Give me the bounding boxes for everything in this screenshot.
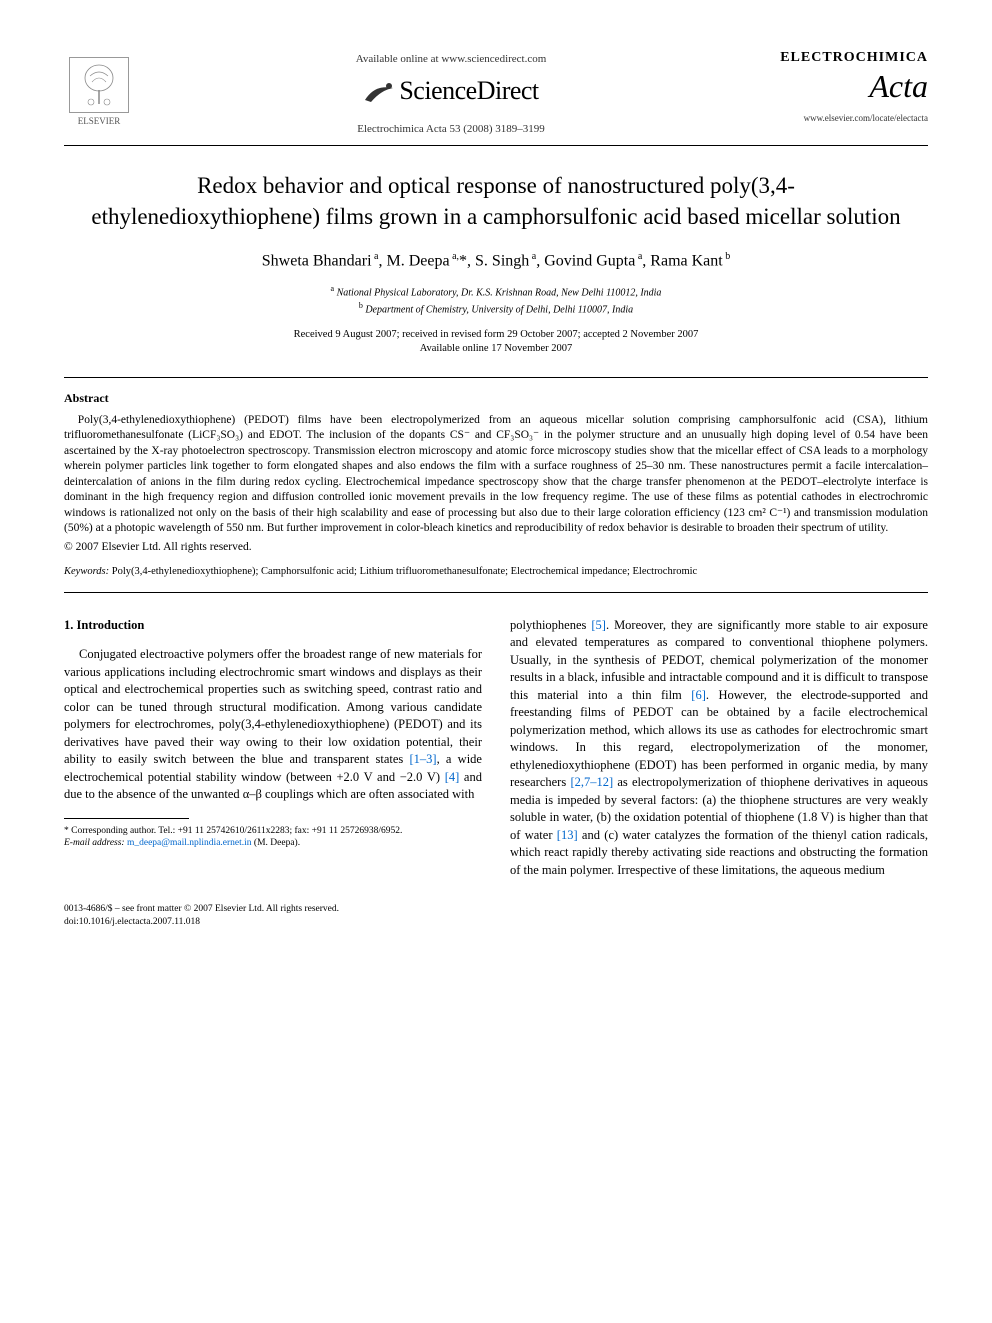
sciencedirect-swoosh-icon — [363, 80, 397, 106]
ref-link[interactable]: [1–3] — [409, 752, 436, 766]
journal-brand: ELECTROCHIMICA Acta www.elsevier.com/loc… — [768, 48, 928, 125]
keywords-label: Keywords: — [64, 566, 109, 577]
issn-line: 0013-4686/$ – see front matter © 2007 El… — [64, 903, 928, 915]
article-dates: Received 9 August 2007; received in revi… — [64, 328, 928, 357]
abstract-section: Abstract Poly(3,4-ethylenedioxythiophene… — [64, 390, 928, 555]
corresponding-author-footnote: * Corresponding author. Tel.: +91 11 257… — [64, 825, 482, 850]
ref-link[interactable]: [6] — [691, 688, 706, 702]
email-link[interactable]: m_deepa@mail.nplindia.ernet.in — [127, 838, 252, 848]
available-date: Available online 17 November 2007 — [64, 342, 928, 357]
affiliations: a National Physical Laboratory, Dr. K.S.… — [64, 283, 928, 318]
intro-heading: 1. Introduction — [64, 617, 482, 635]
journal-url: www.elsevier.com/locate/electacta — [768, 112, 928, 125]
header-rule — [64, 145, 928, 146]
journal-title-line2: Acta — [768, 64, 928, 109]
sciencedirect-logo: ScienceDirect — [134, 73, 768, 109]
received-dates: Received 9 August 2007; received in revi… — [64, 328, 928, 343]
page-footer: 0013-4686/$ – see front matter © 2007 El… — [64, 903, 928, 928]
keywords-text: Poly(3,4-ethylenedioxythiophene); Campho… — [112, 566, 697, 577]
authors-list: Shweta Bhandari a, M. Deepa a,*, S. Sing… — [64, 250, 928, 273]
ref-link[interactable]: [2,7–12] — [570, 775, 613, 789]
intro-paragraph-1: Conjugated electroactive polymers offer … — [64, 646, 482, 804]
available-online-text: Available online at www.sciencedirect.co… — [134, 52, 768, 67]
elsevier-logo: ELSEVIER — [64, 48, 134, 128]
doi-line: doi:10.1016/j.electacta.2007.11.018 — [64, 916, 928, 928]
abstract-heading: Abstract — [64, 390, 928, 407]
ref-link[interactable]: [13] — [557, 828, 578, 842]
intro-paragraph-2: polythiophenes [5]. Moreover, they are s… — [510, 617, 928, 880]
affiliation-b: b Department of Chemistry, University of… — [64, 300, 928, 317]
ref-link[interactable]: [5] — [591, 618, 606, 632]
keywords: Keywords: Poly(3,4-ethylenedioxythiophen… — [64, 565, 928, 580]
abstract-text: Poly(3,4-ethylenedioxythiophene) (PEDOT)… — [64, 413, 928, 537]
header-center: Available online at www.sciencedirect.co… — [134, 48, 768, 137]
footnote-rule — [64, 818, 189, 819]
elsevier-tree-icon — [69, 57, 129, 113]
publisher-name: ELSEVIER — [78, 115, 121, 128]
affiliation-a: a National Physical Laboratory, Dr. K.S.… — [64, 283, 928, 300]
corr-author-email: E-mail address: m_deepa@mail.nplindia.er… — [64, 837, 482, 849]
ref-link[interactable]: [4] — [445, 770, 460, 784]
pre-abstract-rule — [64, 377, 928, 378]
article-title: Redox behavior and optical response of n… — [84, 170, 908, 232]
abstract-copyright: © 2007 Elsevier Ltd. All rights reserved… — [64, 539, 928, 555]
post-abstract-rule — [64, 592, 928, 593]
journal-header: ELSEVIER Available online at www.science… — [64, 48, 928, 137]
corr-author-contact: * Corresponding author. Tel.: +91 11 257… — [64, 825, 482, 837]
body-columns: 1. Introduction Conjugated electroactive… — [64, 617, 928, 880]
journal-reference: Electrochimica Acta 53 (2008) 3189–3199 — [134, 122, 768, 137]
